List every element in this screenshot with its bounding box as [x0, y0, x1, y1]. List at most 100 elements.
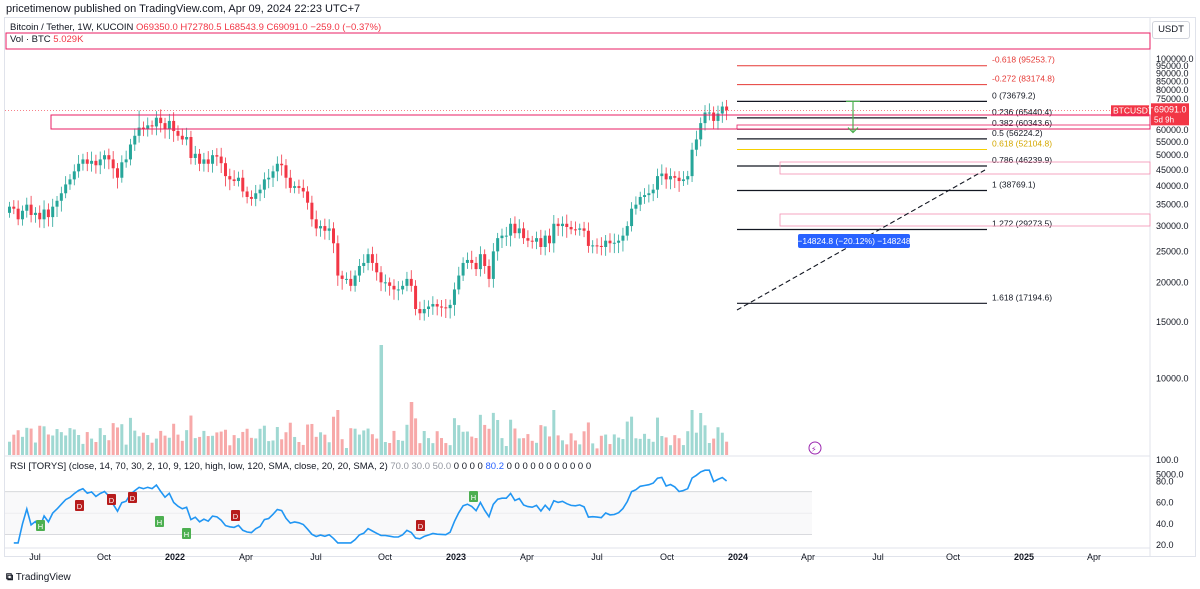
published-header: pricetimenow published on TradingView.co…: [0, 0, 1200, 18]
volume-bar: [232, 435, 236, 455]
volume-bar: [154, 438, 158, 455]
candle-body: [344, 278, 348, 280]
volume-bar: [716, 427, 720, 455]
candle-body: [660, 173, 664, 177]
volume-bar: [172, 423, 176, 455]
volume-bar: [496, 420, 500, 455]
volume-bar: [211, 435, 215, 455]
candle-body: [396, 289, 400, 291]
divergence-marker: [75, 500, 84, 511]
time-tick-label: Apr: [1087, 552, 1101, 562]
volume-bar: [202, 430, 206, 455]
rsi-tick-label: 20.0: [1156, 540, 1174, 550]
volume-bar: [46, 434, 50, 455]
volume-bar: [526, 434, 530, 455]
candle-body: [509, 223, 513, 236]
divergence-marker: [182, 528, 191, 539]
volume-bar: [401, 440, 405, 455]
time-tick-label: 2022: [165, 552, 185, 562]
candle-body: [159, 117, 163, 124]
volume-bar: [599, 435, 603, 455]
volume-bar: [336, 410, 340, 455]
volume-bar: [548, 436, 551, 455]
candle-body: [189, 136, 193, 158]
measure-label: −14824.8 (−20.12%) −148248: [797, 236, 910, 246]
price-tick-label: 40000.0: [1156, 181, 1189, 191]
volume-label[interactable]: Vol · BTC: [10, 34, 51, 45]
candle-body: [198, 153, 202, 164]
price-tick-label: 25000.0: [1156, 246, 1189, 256]
volume-bar: [539, 425, 543, 455]
volume-bar: [612, 434, 616, 455]
volume-bar: [414, 418, 418, 455]
candle-body: [206, 159, 210, 164]
volume-bar: [29, 428, 33, 455]
candle-body: [608, 240, 612, 244]
rsi-band: [5, 491, 812, 535]
volume-bar: [280, 439, 284, 455]
candle-body: [232, 179, 236, 182]
tradingview-logo-icon: ⧉: [6, 572, 14, 583]
candle-body: [314, 219, 318, 229]
volume-bar: [673, 435, 677, 455]
volume-bar: [137, 436, 141, 455]
volume-bar: [383, 442, 387, 455]
published-line: pricetimenow published on TradingView.co…: [6, 3, 361, 15]
candle-body: [560, 223, 564, 227]
volume-bar: [271, 440, 275, 455]
chart-frame: [4, 17, 1196, 557]
candle-body: [46, 209, 50, 218]
volume-bar: [586, 422, 590, 455]
fib-level-label: 1.618 (17194.6): [992, 292, 1052, 302]
symbol-name[interactable]: Bitcoin / Tether, 1W, KUCOIN: [10, 22, 134, 33]
volume-bar: [344, 448, 348, 455]
volume-bar: [327, 442, 331, 455]
fib-level-label: 0.5 (56224.2): [992, 128, 1043, 138]
price-tick-label: 80000.0: [1156, 85, 1189, 95]
volume-bar: [448, 445, 452, 455]
candle-body: [452, 289, 456, 305]
candle-body: [522, 228, 526, 239]
candle-body: [401, 285, 405, 290]
tradingview-brand[interactable]: ⧉ TradingView: [6, 572, 71, 583]
candle-body: [249, 196, 253, 199]
volume-bar: [457, 425, 461, 455]
volume-bar: [332, 416, 335, 455]
volume-bar: [422, 431, 426, 455]
volume-bar: [25, 427, 29, 455]
volume-bar: [163, 435, 167, 455]
divergence-marker-label: D: [109, 496, 115, 505]
measure-label-box: [798, 234, 910, 248]
candle-body: [228, 176, 232, 180]
candle-body: [301, 187, 305, 192]
volume-bar: [483, 424, 487, 455]
volume-bar: [254, 438, 258, 455]
candle-body: [530, 240, 534, 242]
divergence-marker-label: D: [130, 494, 136, 503]
volume-bar: [694, 432, 698, 455]
candle-body: [146, 125, 150, 129]
rsi-legend-title[interactable]: RSI [TORYS] (close, 14, 70, 30, 2, 10, 9…: [10, 461, 388, 472]
candle-body: [595, 245, 599, 247]
candle-body: [427, 306, 431, 310]
volume-bar: [444, 443, 448, 455]
candle-body: [487, 265, 491, 279]
candle-body: [59, 193, 63, 201]
volume-bar: [660, 436, 664, 455]
volume-bar: [565, 444, 569, 455]
volume-bar: [94, 442, 98, 455]
volume-bar: [569, 433, 573, 455]
candle-body: [297, 186, 301, 188]
candle-body: [621, 235, 625, 241]
currency-button[interactable]: USDT: [1152, 21, 1190, 39]
rsi-legend-levels: 70.0 30.0 50.0: [390, 461, 452, 472]
candle-body: [271, 171, 275, 178]
candle-body: [284, 165, 288, 178]
candle-body: [656, 176, 659, 190]
volume-bar: [470, 436, 474, 455]
fib-level-label: 0 (73679.2): [992, 90, 1036, 100]
volume-bar: [319, 432, 323, 455]
volume-bar: [159, 430, 163, 455]
candle-body: [591, 245, 595, 247]
